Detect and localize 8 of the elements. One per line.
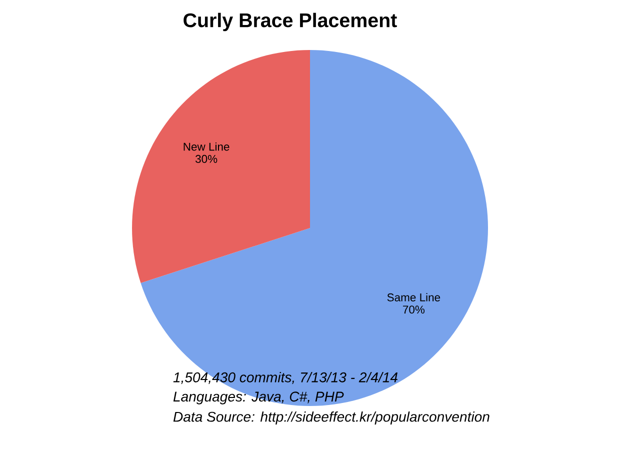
data-label: 70%: [403, 306, 425, 314]
text: 1,504,430 commits, 7/13/13 - 2/4/14: [173, 372, 398, 384]
text: Languages: Java, C#, PHP: [173, 392, 344, 404]
slice-label: New Line: [184, 142, 230, 151]
data-label: 30%: [195, 154, 218, 163]
chart-title: Curly Brace Placement: [184, 12, 397, 32]
slice-label: Same Line: [387, 293, 440, 302]
source-note: Data Source: http://sideeffect.kr/popularconvention: [173, 411, 490, 425]
